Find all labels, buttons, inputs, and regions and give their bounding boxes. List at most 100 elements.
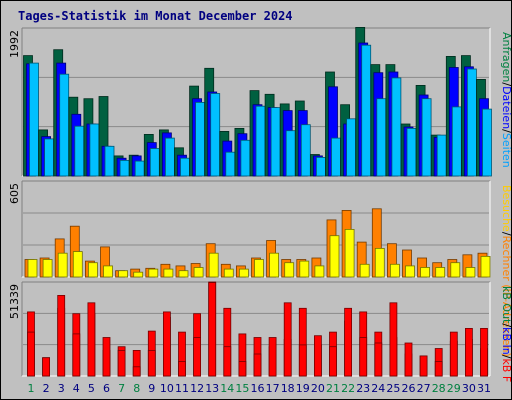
day-label-22: 22 — [341, 382, 355, 395]
legend-top: Anfragen/Dateien/Seiten — [500, 32, 512, 168]
bar-bottom-kb-in-day-18 — [283, 302, 292, 377]
bar-middle-besuche-day-12 — [193, 267, 204, 278]
bar-top-seiten-day-5 — [89, 123, 100, 177]
panel-middle: 605 — [8, 180, 491, 278]
bar-top-seiten-day-30 — [466, 68, 477, 177]
bar-top-seiten-day-10 — [164, 137, 175, 177]
bar-middle-besuche-day-14 — [223, 268, 234, 278]
bar-middle-besuche-day-9 — [148, 268, 159, 278]
bar-top-seiten-day-27 — [421, 98, 432, 177]
bar-middle-besuche-day-24 — [374, 247, 385, 278]
bar-bottom-kb-in-day-24 — [374, 342, 383, 377]
bar-bottom-kb-in-day-22 — [344, 307, 353, 377]
legend-entry: kB Out — [500, 286, 512, 324]
bar-middle-besuche-day-15 — [238, 268, 249, 278]
bar-bottom-kb-in-day-27 — [419, 355, 428, 377]
bar-bottom-kb-in-day-13 — [208, 282, 217, 377]
bar-middle-besuche-day-29 — [450, 262, 461, 278]
bar-middle-besuche-day-30 — [465, 267, 476, 278]
bar-bottom-kb-in-day-30 — [464, 327, 473, 377]
legend-bottom: kB Out/kB In/kB F — [500, 286, 512, 382]
bar-bottom-kb-in-day-21 — [329, 346, 337, 377]
chart-legends: Anfragen/Dateien/Seiten Besuche/Rechner (… — [500, 32, 512, 382]
y-max-label: 51339 — [8, 284, 21, 319]
bar-top-seiten-day-15 — [240, 139, 251, 177]
day-label-25: 25 — [386, 382, 400, 395]
day-label-19: 19 — [296, 382, 310, 395]
bar-middle-besuche-day-18 — [284, 262, 295, 278]
day-label-9: 9 — [148, 382, 155, 395]
bar-bottom-kb-in-day-7 — [117, 349, 126, 377]
day-label-17: 17 — [266, 382, 280, 395]
bar-middle-besuche-day-10 — [163, 268, 174, 278]
legend-entry: kB In — [500, 327, 512, 355]
day-label-5: 5 — [88, 382, 95, 395]
bar-bottom-kb-in-day-6 — [102, 337, 111, 377]
bar-middle-besuche-day-21 — [329, 235, 340, 278]
bar-middle-besuche-day-26 — [405, 265, 415, 278]
bar-top-seiten-day-29 — [451, 106, 462, 177]
bar-bottom-kb-in-day-10 — [162, 311, 171, 377]
bar-middle-besuche-day-31 — [480, 255, 491, 278]
bar-bottom-kb-in-day-17 — [268, 337, 277, 377]
bar-middle-besuche-day-11 — [178, 270, 189, 278]
day-label-21: 21 — [326, 382, 340, 395]
bar-middle-besuche-day-2 — [42, 259, 53, 278]
bar-top-seiten-day-28 — [436, 134, 447, 177]
bar-bottom-kb-in-day-19 — [298, 344, 307, 377]
bar-top-seiten-day-19 — [300, 124, 311, 177]
day-labels: 1 2 3 4 5 6 7 8 9 10 11 12 13 14 15 16 17 18 19 20 21 22 23 24 2… — [28, 382, 492, 395]
bar-top-seiten-day-20 — [315, 156, 326, 177]
bar-top-seiten-day-1 — [29, 62, 39, 177]
day-label-1: 1 — [28, 382, 35, 395]
day-label-8: 8 — [133, 382, 140, 395]
bar-middle-besuche-day-28 — [435, 267, 446, 278]
bar-bottom-kb-in-day-14 — [223, 346, 232, 377]
bar-top-seiten-day-11 — [180, 157, 190, 177]
day-label-2: 2 — [43, 382, 50, 395]
bar-top-seiten-day-21 — [331, 137, 341, 177]
day-label-6: 6 — [103, 382, 110, 395]
bar-middle-besuche-day-19 — [299, 260, 310, 278]
bar-top-seiten-day-6 — [104, 145, 115, 177]
bar-bottom-kb-in-day-3 — [57, 294, 66, 377]
panel-top: 1992 — [8, 26, 492, 177]
legend-entry: kB F — [500, 358, 512, 382]
bar-top-seiten-day-16 — [255, 105, 266, 177]
bar-middle-besuche-day-1 — [27, 259, 38, 278]
bar-top-seiten-day-26 — [406, 127, 417, 177]
bar-bottom-kb-in-day-16 — [253, 353, 262, 377]
day-label-23: 23 — [356, 382, 370, 395]
legend-entry: / — [500, 355, 512, 359]
bar-middle-besuche-day-4 — [72, 251, 83, 278]
day-label-12: 12 — [190, 382, 204, 395]
bar-top-seiten-day-22 — [346, 118, 357, 177]
bar-middle-besuche-day-20 — [314, 265, 325, 278]
legend-entry: / — [500, 82, 512, 86]
legend-entry: / — [500, 129, 512, 133]
bar-top-seiten-day-25 — [391, 77, 402, 177]
legend-middle: Besuche/Rechner (IP-Adressen) — [500, 185, 512, 357]
legend-entry: / — [500, 323, 512, 327]
y-max-label: 1992 — [8, 30, 21, 58]
bar-bottom-kb-in-day-31 — [480, 327, 488, 377]
bar-bottom-kb-in-day-1 — [27, 331, 35, 377]
day-label-14: 14 — [220, 382, 234, 395]
bar-middle-besuche-day-25 — [389, 263, 400, 278]
bar-middle-besuche-day-3 — [57, 252, 68, 278]
day-label-26: 26 — [402, 382, 416, 395]
chart-panels: 1992 605 51339 — [8, 26, 492, 377]
day-label-16: 16 — [251, 382, 265, 395]
bar-top-seiten-day-18 — [285, 130, 296, 177]
bar-middle-besuche-day-22 — [344, 228, 355, 278]
legend-entry: Dateien — [500, 86, 512, 129]
day-label-13: 13 — [205, 382, 219, 395]
day-label-28: 28 — [432, 382, 446, 395]
legend-entry: Anfragen — [500, 32, 512, 82]
day-label-15: 15 — [235, 382, 249, 395]
day-label-31: 31 — [477, 382, 491, 395]
bar-top-seiten-day-31 — [482, 108, 492, 177]
chart-title: Tages-Statistik im Monat December 2024 — [18, 9, 293, 23]
bar-bottom-kb-in-day-9 — [147, 349, 156, 377]
